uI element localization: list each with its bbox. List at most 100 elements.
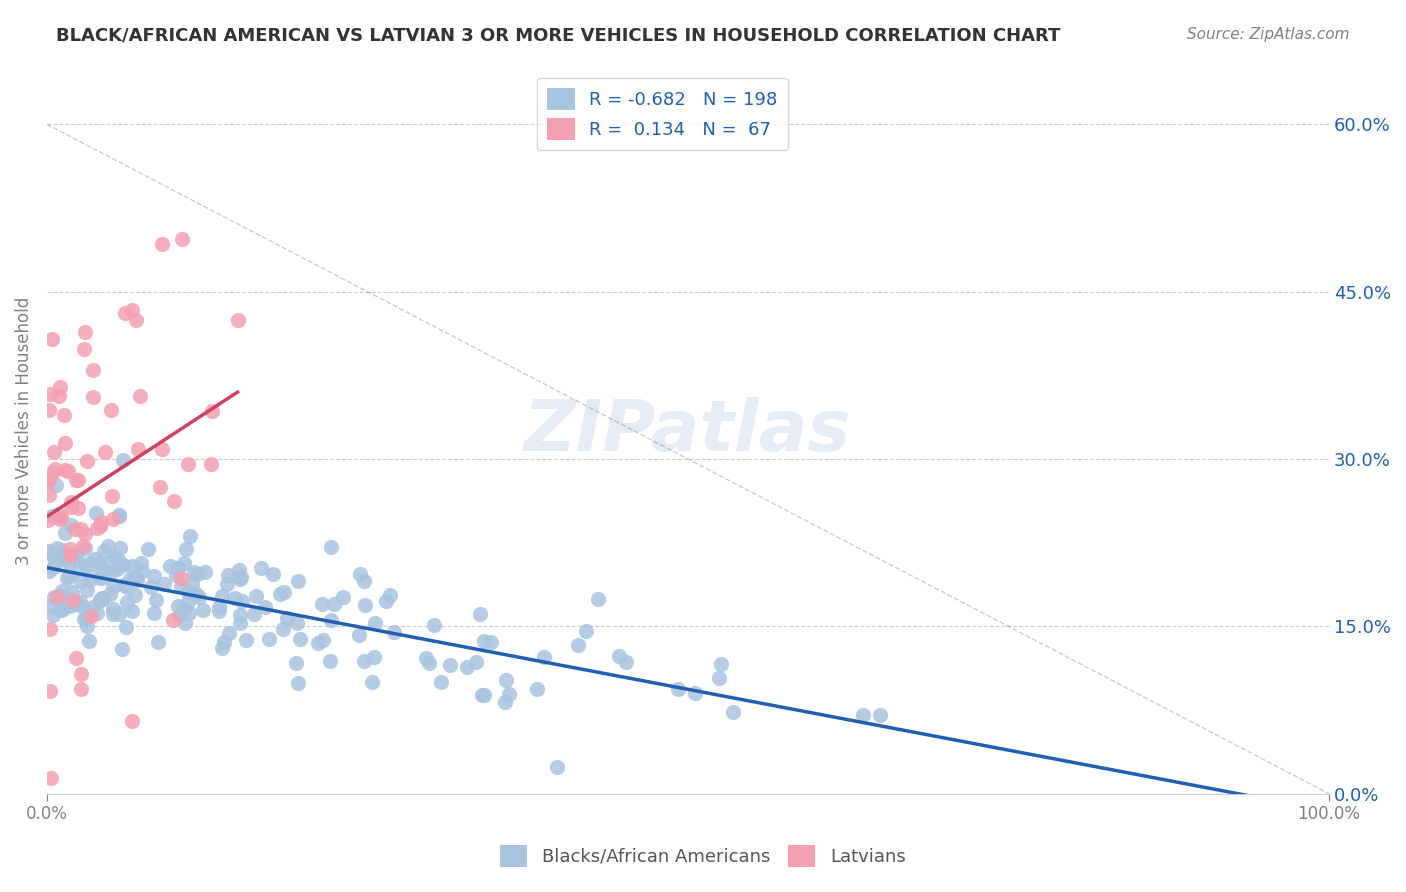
Point xyxy=(183,565,205,579)
Point xyxy=(229,572,252,586)
Point xyxy=(468,607,491,621)
Point xyxy=(82,600,104,615)
Point xyxy=(86,607,108,621)
Point xyxy=(191,603,214,617)
Point xyxy=(59,548,82,562)
Point xyxy=(58,569,80,583)
Point xyxy=(75,559,97,574)
Point xyxy=(103,512,125,526)
Point xyxy=(107,607,129,621)
Point xyxy=(439,658,461,673)
Point xyxy=(131,564,153,578)
Point xyxy=(139,580,162,594)
Point xyxy=(51,603,73,617)
Point xyxy=(84,552,107,566)
Point xyxy=(276,611,298,625)
Point xyxy=(80,609,103,624)
Point xyxy=(110,541,132,555)
Point xyxy=(82,362,104,376)
Point xyxy=(228,615,250,630)
Point xyxy=(73,527,96,541)
Point xyxy=(100,489,122,503)
Point xyxy=(89,593,111,607)
Point xyxy=(115,595,138,609)
Point xyxy=(44,557,66,571)
Point xyxy=(287,675,309,690)
Point xyxy=(464,655,486,669)
Point xyxy=(418,656,440,670)
Point xyxy=(82,390,104,404)
Point xyxy=(51,543,73,558)
Point xyxy=(42,445,65,459)
Point xyxy=(59,548,82,562)
Point xyxy=(211,589,233,603)
Point xyxy=(91,591,114,605)
Point xyxy=(271,622,294,636)
Point xyxy=(287,615,309,630)
Point xyxy=(38,488,60,502)
Point xyxy=(170,572,193,586)
Text: Source: ZipAtlas.com: Source: ZipAtlas.com xyxy=(1187,27,1350,42)
Point xyxy=(479,635,502,649)
Point xyxy=(124,588,146,602)
Point xyxy=(49,510,72,524)
Point xyxy=(76,454,98,468)
Point xyxy=(208,599,231,614)
Point xyxy=(319,654,342,668)
Point xyxy=(194,565,217,579)
Point xyxy=(69,562,91,576)
Point xyxy=(91,591,114,606)
Point xyxy=(208,604,231,618)
Point xyxy=(58,556,80,570)
Point xyxy=(41,332,63,346)
Point xyxy=(111,558,134,573)
Point xyxy=(471,689,494,703)
Point xyxy=(121,714,143,729)
Point xyxy=(869,708,891,723)
Point xyxy=(231,569,253,583)
Point xyxy=(332,590,354,604)
Point xyxy=(55,572,77,586)
Point xyxy=(69,522,91,536)
Point xyxy=(44,462,66,476)
Point xyxy=(65,651,87,665)
Point xyxy=(231,593,253,607)
Point xyxy=(73,612,96,626)
Point xyxy=(311,632,333,647)
Legend: Blacks/African Americans, Latvians: Blacks/African Americans, Latvians xyxy=(494,838,912,874)
Point xyxy=(173,556,195,570)
Point xyxy=(52,408,75,422)
Point xyxy=(73,342,96,356)
Point xyxy=(53,526,76,541)
Point xyxy=(150,237,173,252)
Point xyxy=(86,560,108,574)
Point xyxy=(66,473,89,487)
Point xyxy=(229,607,252,622)
Point xyxy=(250,561,273,575)
Point xyxy=(45,478,67,492)
Point xyxy=(167,607,190,622)
Point xyxy=(173,602,195,616)
Point xyxy=(218,626,240,640)
Point xyxy=(76,582,98,597)
Point xyxy=(42,607,65,622)
Point xyxy=(75,609,97,624)
Point xyxy=(56,464,79,478)
Point xyxy=(93,445,115,459)
Point xyxy=(363,649,385,664)
Point xyxy=(353,654,375,668)
Point xyxy=(62,592,84,607)
Point xyxy=(65,473,87,487)
Point xyxy=(170,232,193,246)
Point xyxy=(60,596,83,610)
Point xyxy=(353,598,375,612)
Point xyxy=(41,771,63,785)
Point xyxy=(262,567,284,582)
Point xyxy=(311,597,333,611)
Point xyxy=(60,500,83,514)
Point xyxy=(186,567,208,582)
Point xyxy=(45,550,67,565)
Point xyxy=(361,674,384,689)
Point xyxy=(65,522,87,536)
Point xyxy=(217,567,239,582)
